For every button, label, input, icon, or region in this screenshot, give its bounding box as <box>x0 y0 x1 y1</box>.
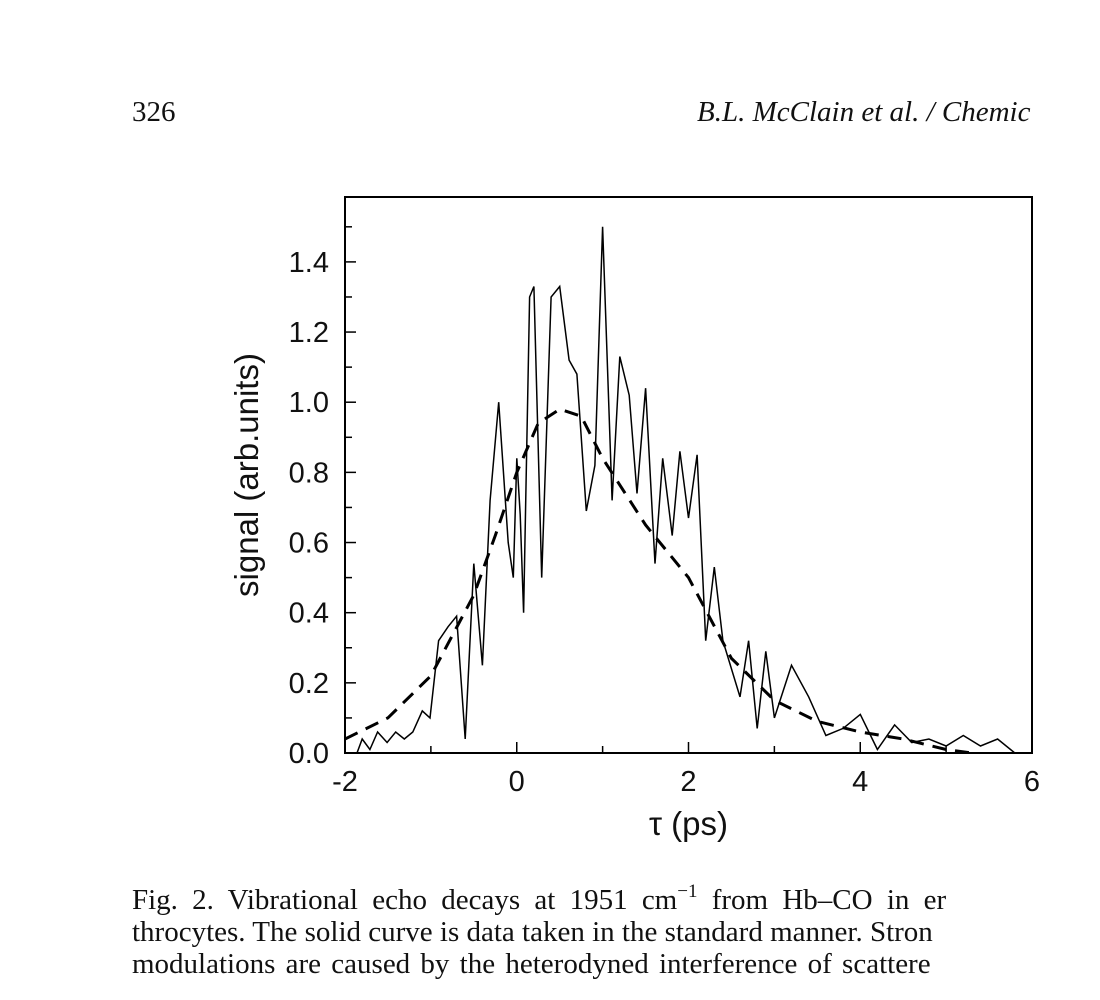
x-tick-label: 6 <box>1024 766 1040 798</box>
caption-text: Fig. 2. Vibrational echo decays at 1951 … <box>132 884 678 916</box>
chart: 0.0 0.2 0.4 0.6 0.8 1.0 1.2 1.4 -2 0 2 4 6 τ (ps) sign… <box>228 196 1040 842</box>
caption-text: throcytes. The solid curve is data taken… <box>132 916 933 948</box>
x-tick-label: -2 <box>332 766 358 798</box>
data-curve <box>356 226 1016 753</box>
y-tick-label: 1.4 <box>289 247 329 279</box>
page-number: 326 <box>132 96 176 128</box>
y-tick-label: 0.6 <box>289 528 329 560</box>
y-tick-label: 1.2 <box>289 317 329 349</box>
running-title: B.L. McClain et al. / Chemic <box>697 96 1031 128</box>
x-tick-label: 0 <box>509 766 525 798</box>
y-tick-label: 0.4 <box>289 598 329 630</box>
caption-line: modulations are caused by the heterodyne… <box>132 948 946 980</box>
fit-curve <box>345 407 973 753</box>
caption: Fig. 2. Vibrational echo decays at 1951 … <box>132 881 947 980</box>
x-tick-label: 4 <box>852 766 868 798</box>
x-tick-label: 2 <box>680 766 696 798</box>
caption-text: −1 <box>677 881 698 902</box>
y-tick-label: 1.0 <box>289 387 329 419</box>
caption-text: modulations are caused by the heterodyne… <box>132 948 931 980</box>
y-tick-label: 0.0 <box>289 738 329 770</box>
caption-line: throcytes. The solid curve is data taken… <box>132 916 946 948</box>
caption-text: from Hb–CO in er <box>697 884 947 916</box>
caption-line: Fig. 2. Vibrational echo decays at 1951 … <box>132 881 947 916</box>
plot-frame <box>344 196 1033 754</box>
y-tick-label: 0.8 <box>289 457 329 489</box>
x-axis-label: τ (ps) <box>649 805 728 842</box>
y-tick-label: 0.2 <box>289 668 329 700</box>
y-axis-label: signal (arb.units) <box>228 353 265 597</box>
